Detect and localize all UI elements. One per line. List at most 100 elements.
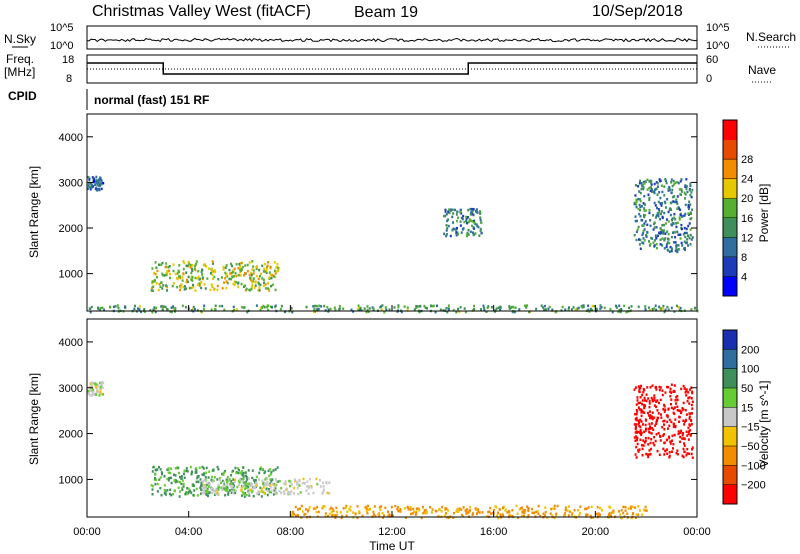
data-cell xyxy=(630,516,633,520)
colorbar-frame xyxy=(722,329,738,505)
data-cell xyxy=(199,492,202,495)
x-tick-label: 00:00 xyxy=(73,526,101,538)
data-cell xyxy=(675,247,678,250)
data-cell xyxy=(312,507,315,510)
data-cell xyxy=(634,184,637,187)
data-cell xyxy=(662,447,665,451)
data-cell xyxy=(688,412,691,415)
data-cell xyxy=(459,220,462,223)
data-cell xyxy=(274,487,277,490)
data-cell xyxy=(255,267,258,271)
data-cell xyxy=(690,412,693,415)
data-cell xyxy=(218,304,221,308)
data-cell xyxy=(675,304,678,308)
data-cell xyxy=(595,512,598,516)
data-cell xyxy=(490,305,493,309)
data-cell xyxy=(334,516,337,519)
data-cell xyxy=(245,486,248,489)
data-cell xyxy=(219,478,222,482)
data-cell xyxy=(670,306,673,310)
data-cell xyxy=(554,310,557,314)
data-cell xyxy=(201,465,204,469)
data-cell xyxy=(694,306,697,310)
data-cell xyxy=(673,200,676,204)
data-cell xyxy=(151,492,154,496)
data-cell xyxy=(479,216,482,219)
data-cell xyxy=(366,308,369,312)
data-cell xyxy=(234,272,237,275)
data-cell xyxy=(240,269,243,272)
data-cell xyxy=(280,486,283,490)
data-cell xyxy=(182,267,185,271)
data-cell xyxy=(232,484,235,487)
data-cell xyxy=(100,187,103,191)
data-cell xyxy=(638,243,641,246)
data-cell xyxy=(635,200,638,203)
freq-unit-label: [MHz] xyxy=(4,65,35,79)
data-cell xyxy=(266,265,269,269)
data-cell xyxy=(690,308,693,311)
data-cell xyxy=(261,482,264,485)
data-cell xyxy=(193,307,196,311)
data-cell xyxy=(164,493,167,496)
data-cell xyxy=(248,261,251,264)
data-cell xyxy=(670,391,673,394)
data-cell xyxy=(216,478,219,481)
data-cell xyxy=(288,479,291,483)
data-cell xyxy=(222,473,225,476)
data-cell xyxy=(267,261,270,264)
data-cell xyxy=(646,188,649,191)
data-cell xyxy=(192,305,195,309)
data-cell xyxy=(418,310,421,314)
data-cell xyxy=(527,509,530,512)
data-cell xyxy=(679,208,682,212)
data-cell xyxy=(637,401,640,405)
data-cell xyxy=(672,411,675,415)
data-cell xyxy=(226,479,229,483)
data-cell xyxy=(493,310,496,313)
data-cell xyxy=(283,482,286,485)
data-cell xyxy=(335,506,338,510)
data-cell xyxy=(226,281,229,285)
data-cell xyxy=(482,304,485,308)
data-cell xyxy=(686,238,689,241)
data-cell xyxy=(262,284,265,288)
data-cell xyxy=(436,304,439,308)
data-cell xyxy=(181,486,184,490)
data-cell xyxy=(262,270,265,273)
data-cell xyxy=(158,478,161,481)
data-cell xyxy=(660,231,663,235)
data-cell xyxy=(651,384,654,387)
data-cell xyxy=(473,304,476,308)
data-cell xyxy=(663,433,666,436)
data-cell xyxy=(237,483,240,487)
data-cell xyxy=(664,408,667,412)
data-cell xyxy=(259,283,262,287)
data-cell xyxy=(670,420,673,424)
data-cell xyxy=(655,242,658,246)
data-cell xyxy=(172,263,175,266)
data-cell xyxy=(655,308,658,312)
noise-tick-right-bottom: 10^0 xyxy=(706,40,730,52)
data-cell xyxy=(216,284,219,288)
data-cell xyxy=(637,422,640,426)
data-cell xyxy=(270,305,273,309)
data-cell xyxy=(635,412,638,416)
data-cell xyxy=(648,453,651,456)
data-cell xyxy=(448,211,451,215)
data-cell xyxy=(663,194,666,197)
data-cell xyxy=(677,430,680,433)
data-cell xyxy=(183,288,186,291)
data-cell xyxy=(94,187,97,191)
data-cell xyxy=(689,212,692,215)
data-cell xyxy=(481,511,484,514)
data-cell xyxy=(207,476,210,479)
data-cell xyxy=(611,310,614,314)
data-cell xyxy=(269,490,272,494)
data-cell xyxy=(642,444,645,447)
data-cell xyxy=(641,233,644,237)
data-cell xyxy=(662,229,665,232)
data-cell xyxy=(230,271,233,275)
data-cell xyxy=(377,512,380,516)
data-cell xyxy=(639,238,642,242)
